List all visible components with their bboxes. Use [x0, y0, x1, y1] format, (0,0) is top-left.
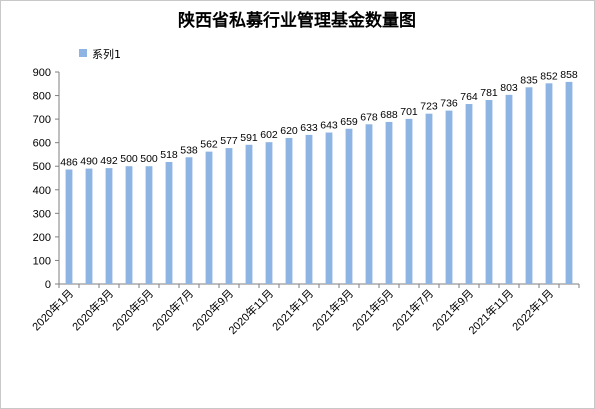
data-label: 562	[200, 139, 218, 151]
data-label: 500	[120, 153, 138, 165]
data-label: 678	[360, 111, 378, 123]
bar	[365, 124, 373, 284]
x-tick-label: 2021年5月	[349, 286, 396, 333]
bar	[385, 121, 393, 284]
bar	[285, 137, 293, 284]
data-label: 701	[400, 106, 418, 118]
y-tick-label: 200	[33, 232, 51, 244]
bar	[225, 148, 233, 284]
bar	[485, 100, 493, 284]
bar	[205, 151, 213, 284]
bar	[565, 81, 573, 284]
data-label: 633	[300, 122, 318, 134]
data-label: 781	[480, 87, 498, 99]
bar	[165, 161, 173, 284]
data-label: 492	[100, 155, 118, 167]
legend-label: 系列1	[92, 47, 121, 61]
data-label: 835	[520, 74, 538, 86]
y-tick-label: 900	[33, 67, 51, 79]
y-tick-label: 0	[45, 279, 51, 291]
data-label: 500	[140, 153, 158, 165]
data-label: 620	[280, 125, 298, 137]
bar	[185, 157, 193, 284]
bar	[265, 142, 273, 284]
data-label: 858	[560, 69, 578, 81]
bar	[425, 113, 433, 285]
y-tick-label: 800	[33, 91, 51, 103]
bar	[145, 166, 153, 284]
bar	[465, 104, 473, 284]
bar	[125, 166, 133, 284]
bar	[405, 118, 413, 285]
x-tick-label: 2020年3月	[69, 286, 116, 333]
bar	[325, 132, 333, 284]
bar	[345, 128, 353, 284]
data-label: 602	[260, 129, 278, 141]
data-label: 688	[380, 109, 398, 121]
y-tick-label: 600	[33, 138, 51, 150]
data-label: 723	[420, 101, 438, 113]
data-label: 659	[340, 116, 358, 128]
legend: 系列1	[79, 47, 121, 61]
bar	[525, 87, 533, 284]
data-label: 490	[80, 156, 98, 168]
bar	[445, 110, 453, 285]
x-tick-label: 2022年1月	[509, 286, 556, 333]
data-label: 852	[540, 70, 558, 82]
y-tick-label: 100	[33, 255, 51, 267]
bar	[245, 144, 253, 284]
data-label: 518	[160, 149, 178, 161]
y-tick-label: 400	[33, 185, 51, 197]
data-label: 736	[440, 98, 458, 110]
data-label: 538	[180, 144, 198, 156]
data-label: 803	[500, 82, 518, 94]
data-label: 764	[460, 91, 478, 103]
y-tick-label: 700	[33, 114, 51, 126]
data-label: 643	[320, 120, 338, 132]
legend-swatch	[79, 49, 87, 57]
data-label: 591	[240, 132, 258, 144]
y-tick-label: 300	[33, 208, 51, 220]
bar	[305, 134, 313, 284]
bar	[65, 169, 73, 284]
y-tick-label: 500	[33, 161, 51, 173]
data-label: 577	[220, 135, 238, 147]
bar	[505, 94, 513, 284]
x-tick-label: 2021年3月	[309, 286, 356, 333]
x-tick-label: 2021年1月	[269, 286, 316, 333]
bar	[85, 168, 93, 284]
x-tick-label: 2020年1月	[29, 286, 76, 333]
data-label: 486	[60, 157, 78, 169]
x-tick-label: 2020年5月	[109, 286, 156, 333]
bar	[105, 168, 113, 284]
x-tick-label: 2020年7月	[149, 286, 196, 333]
x-tick-label: 2021年7月	[389, 286, 436, 333]
chart-title: 陕西省私募行业管理基金数量图	[178, 10, 416, 31]
bar	[545, 83, 553, 284]
